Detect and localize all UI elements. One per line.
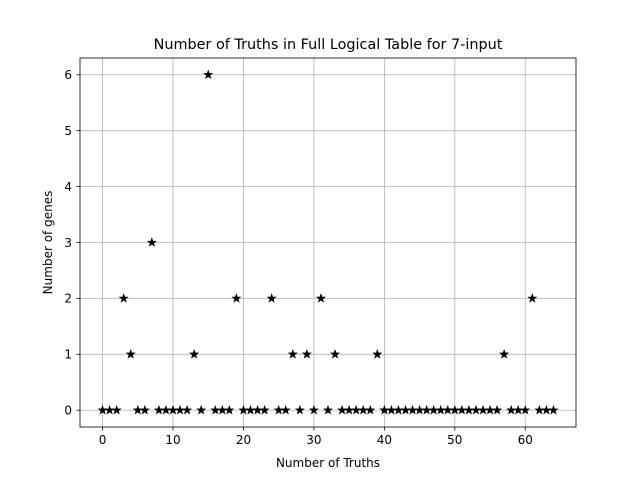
data-point — [520, 404, 531, 415]
x-tick-label: 0 — [99, 433, 107, 447]
y-axis: 0 1 2 3 4 5 6 — [64, 68, 80, 418]
x-tick-label: 30 — [306, 433, 321, 447]
data-point — [139, 404, 150, 415]
data-point — [492, 404, 503, 415]
data-point — [322, 404, 334, 415]
data-point — [111, 404, 122, 415]
data-point — [308, 404, 319, 415]
data-point — [231, 293, 242, 303]
data-point — [372, 349, 383, 359]
x-axis: 0 10 20 30 40 50 60 — [99, 427, 533, 447]
x-tick-label: 20 — [236, 433, 251, 447]
y-tick-label: 0 — [64, 404, 72, 418]
data-point — [118, 293, 129, 303]
data-point — [266, 293, 277, 303]
data-point — [125, 349, 136, 359]
data-point — [527, 293, 538, 303]
y-axis-label: Number of genes — [41, 191, 55, 295]
data-point — [224, 404, 235, 415]
x-axis-label: Number of Truths — [276, 456, 380, 470]
chart-title: Number of Truths in Full Logical Table f… — [154, 37, 503, 53]
data-point — [294, 404, 305, 415]
y-tick-label: 6 — [64, 68, 72, 82]
x-tick-label: 50 — [447, 433, 462, 447]
y-tick-label: 2 — [64, 292, 72, 306]
data-points — [97, 69, 559, 415]
y-tick-label: 5 — [64, 124, 72, 138]
data-point — [315, 293, 327, 303]
data-point — [499, 349, 510, 359]
y-tick-label: 3 — [64, 236, 72, 250]
y-tick-label: 1 — [64, 348, 72, 362]
data-point — [548, 404, 559, 415]
y-tick-label: 4 — [64, 180, 72, 194]
data-point — [182, 404, 193, 415]
data-point — [301, 349, 312, 359]
data-point — [329, 349, 341, 359]
data-point — [146, 237, 157, 247]
data-point — [280, 404, 291, 415]
x-tick-label: 60 — [518, 433, 533, 447]
grid — [80, 58, 576, 427]
x-tick-label: 40 — [377, 433, 392, 447]
data-point — [196, 404, 207, 415]
data-point — [203, 69, 214, 80]
data-point — [365, 404, 376, 415]
data-point — [287, 349, 298, 359]
x-tick-label: 10 — [165, 433, 180, 447]
data-point — [189, 349, 200, 359]
data-point — [259, 404, 270, 415]
